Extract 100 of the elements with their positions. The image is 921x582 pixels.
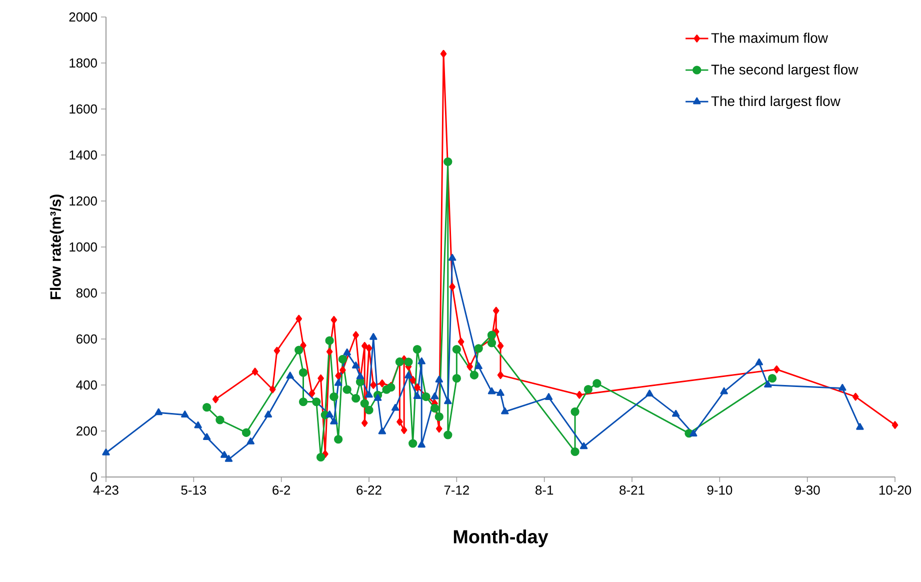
point [361, 419, 368, 427]
point [326, 348, 333, 356]
point [242, 428, 251, 437]
x-tick-label: 9-30 [794, 486, 820, 495]
point [202, 433, 211, 440]
point [296, 314, 302, 323]
point [576, 390, 583, 399]
point [404, 358, 413, 366]
point [308, 389, 316, 398]
point [246, 437, 255, 444]
point [838, 384, 846, 391]
point [452, 374, 462, 383]
point [396, 418, 403, 426]
point [444, 157, 452, 166]
point [326, 410, 334, 418]
point [466, 362, 473, 371]
point [352, 394, 360, 403]
point [413, 392, 422, 400]
point [434, 412, 444, 422]
point [497, 342, 504, 350]
point [391, 404, 400, 411]
point [334, 379, 342, 386]
point [202, 402, 212, 412]
point [356, 372, 364, 380]
point [335, 372, 342, 380]
point [592, 379, 602, 388]
point [774, 365, 780, 374]
point [220, 451, 228, 458]
point [418, 440, 426, 448]
point [570, 447, 580, 456]
point [422, 392, 430, 402]
x-tick-label: 5-13 [181, 486, 206, 495]
point [458, 338, 464, 346]
point [366, 344, 372, 352]
point [370, 381, 377, 389]
point [768, 374, 777, 383]
point [224, 454, 233, 462]
point [414, 383, 420, 392]
y-tick-label: 1000 [70, 242, 97, 252]
x-tick-label: 8-21 [620, 486, 644, 495]
point [318, 374, 324, 382]
point [492, 306, 500, 315]
point [298, 397, 308, 406]
point [487, 330, 496, 340]
point [269, 385, 276, 394]
x-axis-title: Month-day [454, 530, 548, 548]
point [264, 410, 272, 418]
y-tick-label: 1200 [70, 196, 97, 206]
y-tick-label: 1800 [70, 58, 97, 68]
point [316, 452, 326, 462]
point [400, 426, 408, 434]
point [440, 50, 447, 58]
y-axis-title: Flow rate(m³/s) [50, 194, 64, 300]
point [365, 390, 373, 398]
point [410, 376, 416, 384]
point [412, 345, 422, 354]
point [364, 406, 374, 414]
point [892, 421, 898, 429]
point [274, 346, 280, 355]
point [452, 345, 462, 354]
point [325, 336, 334, 345]
point [361, 342, 368, 350]
point [570, 407, 580, 416]
legend-label: The maximum flow [711, 32, 828, 43]
point [449, 282, 456, 291]
point [496, 388, 504, 396]
point [330, 417, 338, 424]
point [334, 434, 343, 444]
point [216, 416, 224, 424]
point [497, 371, 504, 380]
point [181, 410, 189, 418]
y-tick-label: 1600 [70, 104, 97, 114]
point [488, 387, 496, 394]
y-tick-label: 1400 [70, 150, 97, 160]
point [212, 395, 219, 404]
y-tick-label: 800 [76, 288, 97, 298]
x-tick-label: 6-2 [272, 486, 290, 495]
point [360, 399, 369, 408]
legend-label: The third largest flow [711, 96, 840, 109]
x-tick-label: 9-10 [707, 486, 732, 495]
point [352, 362, 360, 368]
point [408, 439, 418, 448]
point [340, 366, 346, 374]
x-tick-label: 10-20 [879, 486, 912, 495]
point [343, 348, 351, 356]
point [852, 392, 859, 401]
point [330, 316, 338, 324]
point [444, 397, 452, 404]
point [487, 338, 496, 348]
point [342, 385, 352, 394]
point [430, 392, 439, 400]
point [312, 397, 321, 406]
x-tick-label: 6-22 [356, 486, 382, 495]
point [286, 372, 294, 379]
point [378, 427, 386, 434]
point [672, 410, 680, 417]
point [690, 430, 698, 437]
point [294, 346, 304, 354]
point [580, 442, 588, 450]
point [379, 379, 386, 388]
